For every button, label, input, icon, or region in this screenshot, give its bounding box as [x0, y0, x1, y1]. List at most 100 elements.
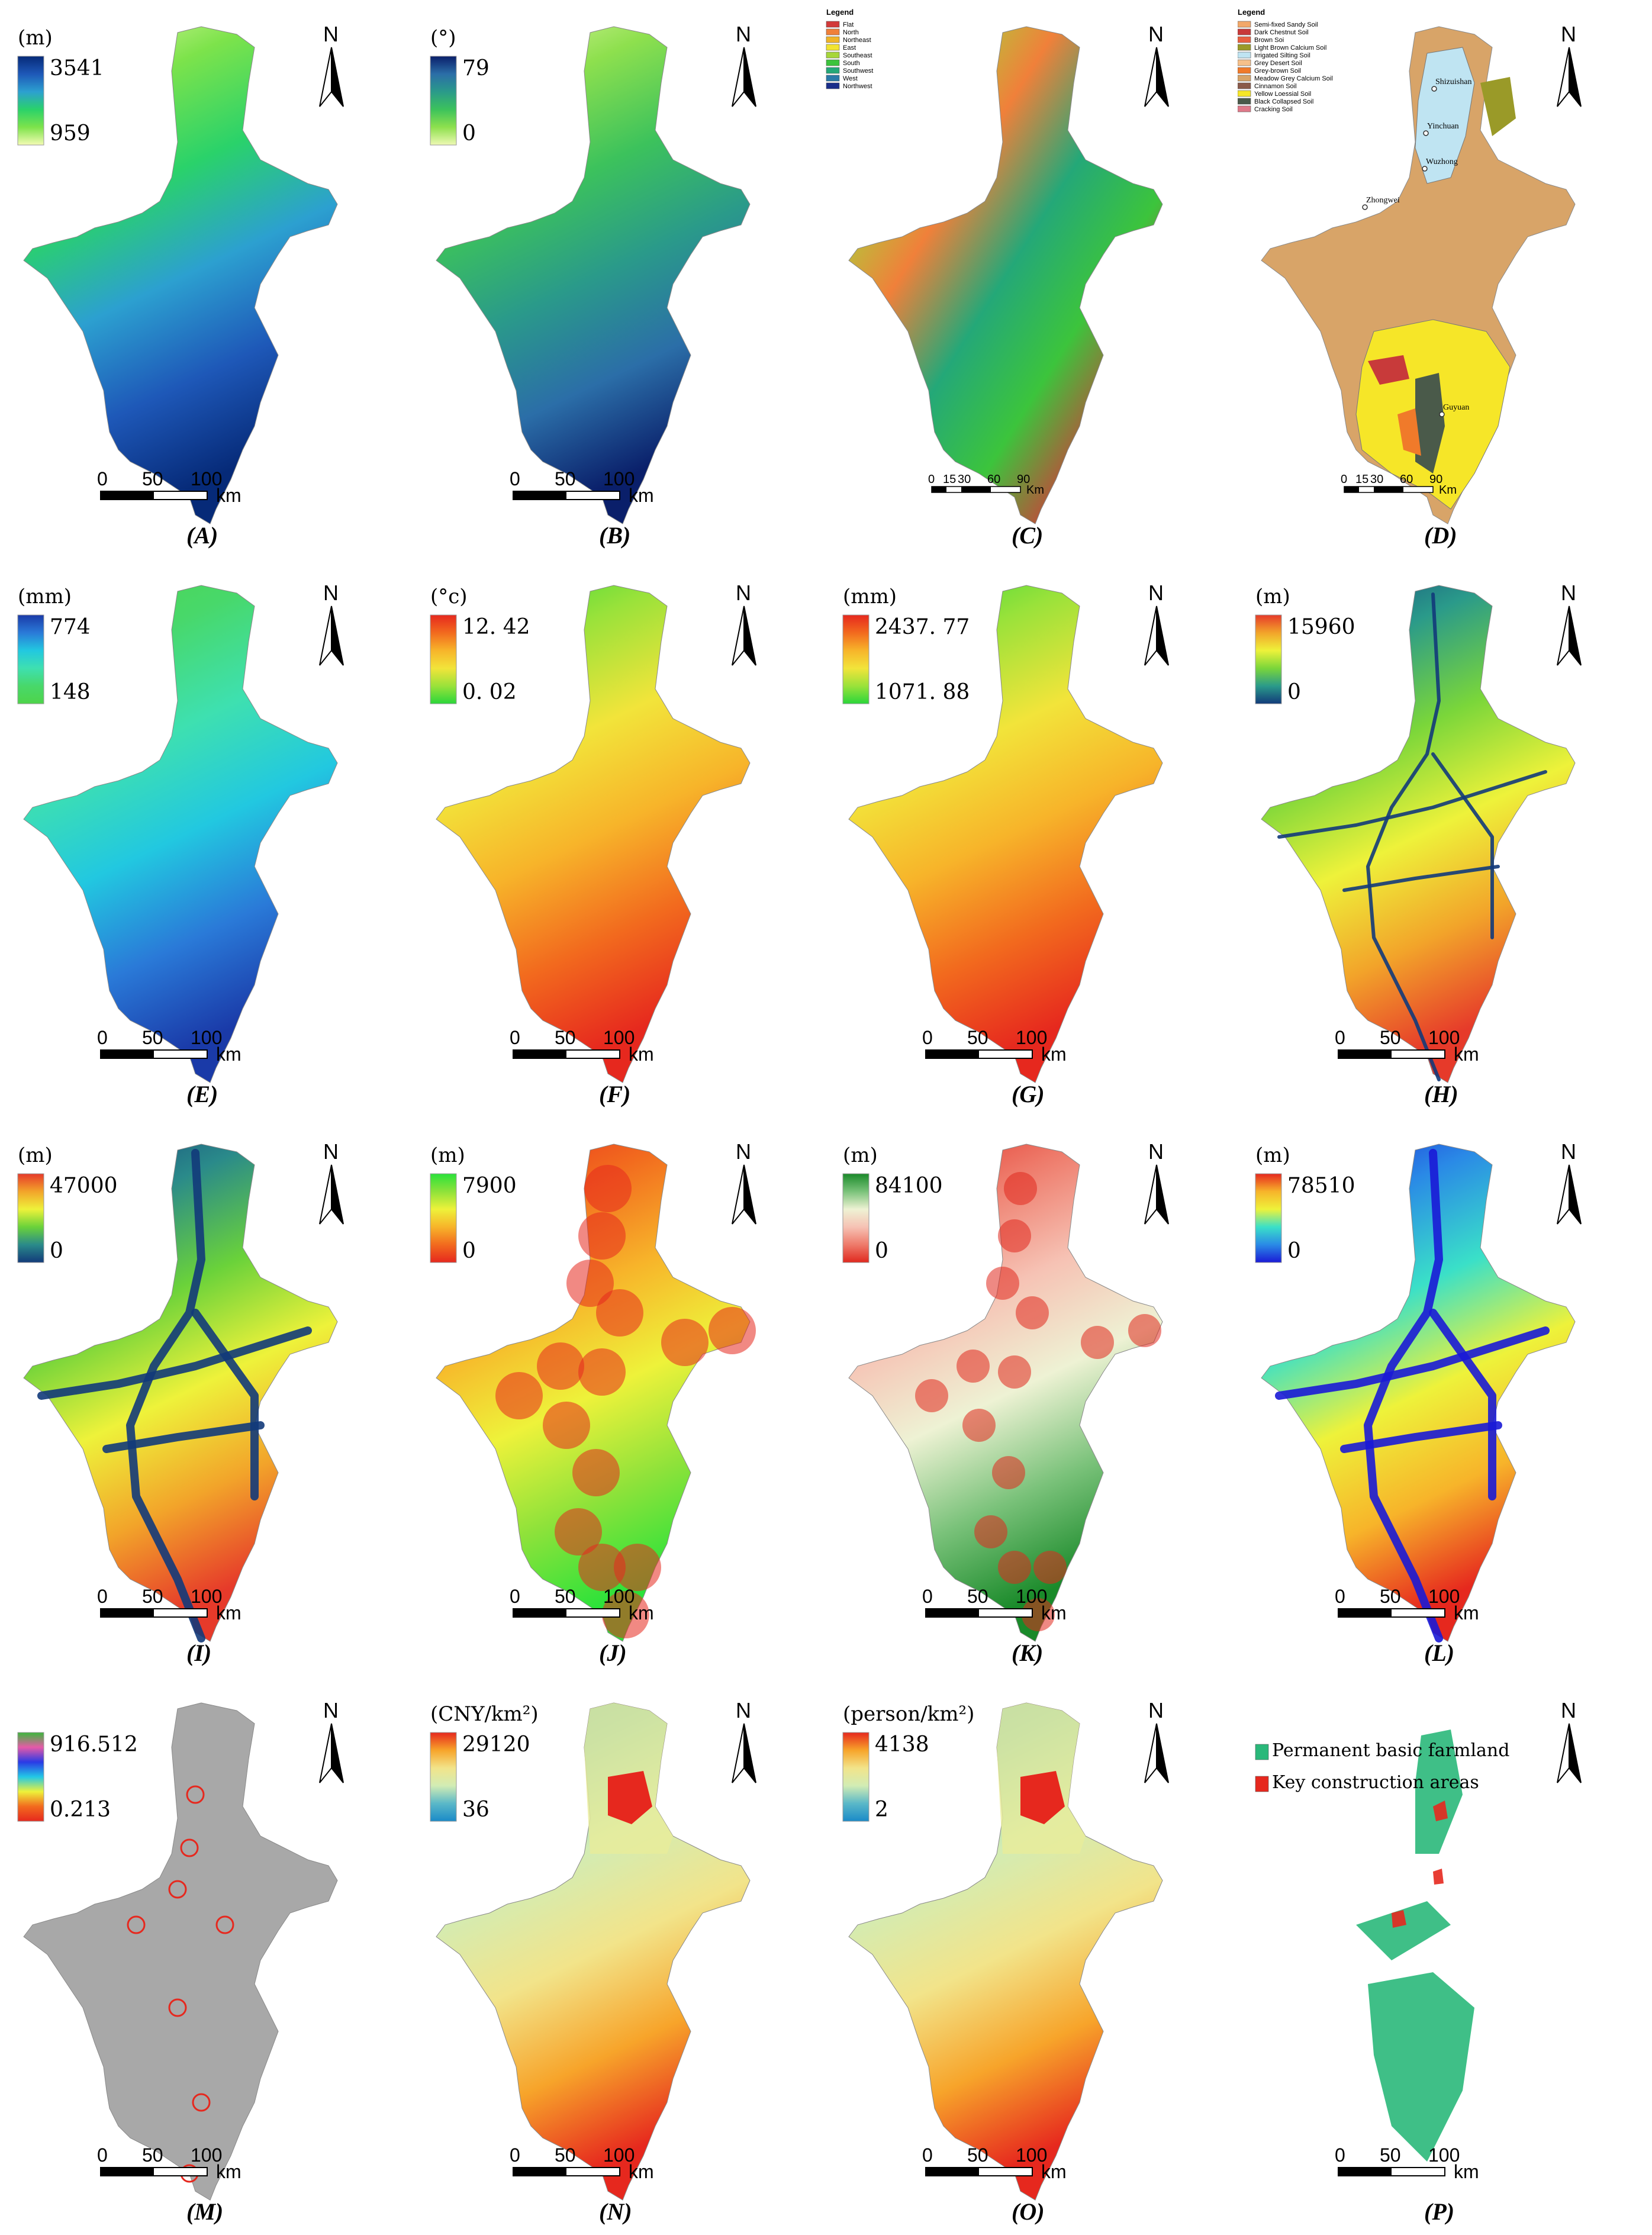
- legend-label: Flat: [843, 21, 854, 28]
- legend-label: Cinnamon Soil: [1254, 83, 1297, 90]
- region-map: [436, 27, 750, 524]
- unit-label: (person/km²): [843, 1702, 974, 1726]
- legend-label: South: [843, 60, 860, 67]
- map-panel-l: (m) 78510 0 N 0 50 100 km (L): [1238, 1118, 1650, 1676]
- legend-label: North: [843, 29, 859, 36]
- scale-tick: 60: [1400, 473, 1413, 486]
- scale-tick: 50: [967, 1027, 988, 1048]
- scale-unit: km: [216, 1602, 241, 1624]
- color-bar-min: 36: [462, 1798, 490, 1822]
- facility-buffer: [998, 1219, 1031, 1252]
- scale-tick: 50: [555, 1586, 576, 1607]
- city-marker: [1363, 205, 1367, 210]
- panel-caption: (M): [186, 2198, 223, 2225]
- color-bar-max: 29120: [462, 1732, 530, 1757]
- color-bar-min: 959: [50, 121, 91, 146]
- city-label: Yinchuan: [1427, 122, 1459, 131]
- scale-unit: km: [216, 485, 241, 506]
- map-panel-c: Legend Flat North Northeast East Southeast Sou…: [825, 0, 1238, 559]
- facility-buffer: [1016, 1296, 1049, 1329]
- panel-caption: (H): [1424, 1081, 1458, 1107]
- north-arrow-icon: [320, 47, 343, 107]
- legend-swatch: [826, 44, 839, 50]
- color-bar-min: 0: [875, 1239, 888, 1263]
- region-map: [24, 585, 337, 1083]
- scale-tick: 15: [943, 473, 956, 486]
- north-label: N: [323, 1139, 339, 1164]
- region-map: [436, 585, 750, 1083]
- legend-label: Light Brown Calcium Soil: [1254, 44, 1326, 51]
- color-bar-max: 4138: [875, 1732, 929, 1757]
- map-svg-h: (m)159600N0 50 100km(H): [1238, 559, 1650, 1118]
- scale-unit: Km: [1439, 484, 1457, 497]
- facility-buffer: [572, 1449, 620, 1496]
- color-bar-max: 7900: [462, 1174, 517, 1198]
- city-label: Wuzhong: [1426, 157, 1458, 166]
- color-bar-min: 0: [462, 121, 476, 146]
- north-label: N: [1148, 581, 1164, 605]
- facility-buffer: [974, 1515, 1007, 1548]
- legend-title: Legend: [1238, 8, 1265, 17]
- scale-tick: 0: [1341, 473, 1347, 486]
- north-label: N: [1561, 22, 1576, 46]
- scale-unit: km: [216, 1044, 241, 1065]
- scale-unit: km: [629, 1602, 654, 1624]
- legend-label: Key construction areas: [1272, 1772, 1479, 1793]
- unit-label: (m): [430, 1144, 465, 1167]
- scale-tick: 50: [967, 1586, 988, 1607]
- color-bar-min: 0. 02: [462, 680, 517, 704]
- map-panel-a: (m) 3541 959 N 0 50 100 km (A): [0, 0, 413, 559]
- color-bar-max: 47000: [50, 1174, 118, 1198]
- city-marker: [1422, 166, 1427, 171]
- panel-caption: (P): [1424, 2198, 1454, 2225]
- north-label: N: [736, 1139, 751, 1164]
- north-label: N: [323, 581, 339, 605]
- north-label: N: [736, 1698, 751, 1722]
- scale-unit: km: [1454, 2161, 1479, 2182]
- map-panel-m: 916.512 0.213 N 0 50 100 km (M): [0, 1676, 413, 2235]
- color-bar-min: 0: [50, 1239, 63, 1263]
- north-arrow-icon: [1145, 47, 1168, 107]
- panel-caption: (C): [1012, 522, 1043, 549]
- region-map: [24, 1703, 337, 2200]
- color-bar-min: 0: [1287, 680, 1301, 704]
- unit-label: (°): [430, 26, 456, 50]
- legend-swatch: [1238, 52, 1251, 58]
- map-svg-c: LegendFlatNorthNortheastEastSoutheastSou…: [825, 0, 1238, 559]
- legend-swatch: [1238, 98, 1251, 104]
- facility-buffer: [596, 1289, 643, 1337]
- north-arrow-icon: [1145, 606, 1168, 665]
- map-svg-e: (mm)774148N0 50 100km(E): [0, 559, 413, 1118]
- color-bar-min: 2: [875, 1798, 888, 1822]
- map-svg-b: (°)790N0 50 100km(B): [413, 0, 825, 559]
- scale-tick: 0: [510, 1027, 520, 1048]
- map-svg-d: ShizuishanYinchuanWuzhongZhongweiGuyuanL…: [1238, 0, 1650, 559]
- legend-label: Brown Soi: [1254, 37, 1284, 44]
- color-bar: [430, 615, 456, 704]
- legend-swatch: [826, 29, 839, 35]
- north-arrow-icon: [1557, 1724, 1581, 1783]
- color-bar-max: 2437. 77: [875, 615, 970, 639]
- map-panel-j: (m) 7900 0 N 0 50 100 km (J): [413, 1118, 825, 1676]
- facility-buffer: [709, 1307, 756, 1354]
- facility-buffer: [957, 1350, 990, 1383]
- facility-buffer: [1081, 1326, 1114, 1359]
- scale-unit: km: [216, 2161, 241, 2182]
- legend-swatch: [826, 83, 839, 89]
- unit-label: (°c): [430, 585, 468, 608]
- unit-label: (mm): [843, 585, 897, 608]
- facility-buffer: [495, 1372, 543, 1419]
- map-svg-j: (m)79000N0 50 100km(J): [413, 1118, 825, 1676]
- facility-buffer: [1004, 1172, 1037, 1205]
- facility-buffer: [661, 1319, 709, 1366]
- panel-caption: (O): [1012, 2198, 1045, 2225]
- color-bar: [843, 1732, 869, 1821]
- legend-swatch: [826, 60, 839, 66]
- legend-label: Northwest: [843, 83, 872, 90]
- scale-tick: 0: [1335, 2144, 1345, 2166]
- facility-buffer: [1033, 1551, 1067, 1584]
- legend-label: East: [843, 44, 856, 51]
- color-bar-min: 0: [1287, 1239, 1301, 1263]
